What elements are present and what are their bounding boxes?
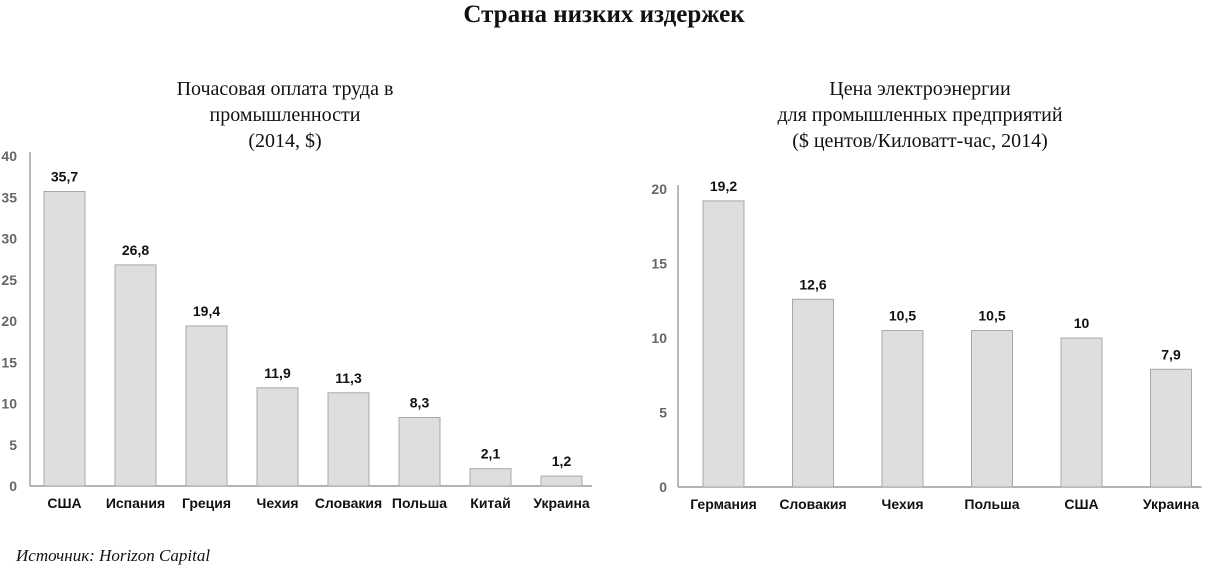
labor-category-label: Китай xyxy=(470,495,510,511)
page-title: Страна низких издержек xyxy=(463,1,745,28)
electricity-category-label: Чехия xyxy=(882,496,924,512)
labor-bar-2 xyxy=(185,325,228,487)
labor-y-tick-label: 30 xyxy=(1,231,17,247)
electricity-bar-1 xyxy=(792,298,834,488)
electricity-y-tick-label: 10 xyxy=(651,330,667,346)
electricity-bar-0 xyxy=(702,200,745,488)
electricity-bar-2 xyxy=(881,330,924,488)
electricity-value-label: 7,9 xyxy=(1161,346,1181,362)
electricity-category-label: США xyxy=(1064,496,1098,512)
labor-value-label: 19,4 xyxy=(193,303,220,319)
chart-title-line: (2014, $) xyxy=(248,130,322,152)
labor-y-tick-label: 35 xyxy=(1,189,17,205)
labor-category-label: Греция xyxy=(182,495,231,511)
electricity-value-label: 10 xyxy=(1074,315,1090,331)
electricity-category-label: Польша xyxy=(964,496,1019,512)
labor-bar-4 xyxy=(327,392,370,487)
labor-y-tick-label: 0 xyxy=(9,478,17,494)
labor-bar-7 xyxy=(540,475,583,487)
chart-title-electricity-price: Цена электроэнергии для промышленных пре… xyxy=(700,76,1140,154)
electricity-value-label: 12,6 xyxy=(799,276,826,292)
chart-title-line: промышленности xyxy=(209,104,361,126)
labor-y-tick-label: 20 xyxy=(1,313,17,329)
electricity-value-label: 19,2 xyxy=(710,178,737,194)
electricity-y-tick-label: 20 xyxy=(651,181,667,197)
chart-title-labor-cost: Почасовая оплата труда в промышленности … xyxy=(110,76,460,154)
electricity-bar-5 xyxy=(1150,368,1192,488)
labor-category-label: Чехия xyxy=(257,495,299,511)
labor-value-label: 2,1 xyxy=(481,446,501,462)
labor-value-label: 11,3 xyxy=(335,370,362,386)
labor-category-label: Словакия xyxy=(315,495,382,511)
electricity-category-label: Словакия xyxy=(779,496,846,512)
labor-value-label: 8,3 xyxy=(410,395,430,411)
labor-value-label: 11,9 xyxy=(264,365,291,381)
labor-bar-5 xyxy=(398,417,441,487)
chart-title-line: Цена электроэнергии xyxy=(829,78,1011,100)
labor-y-tick-label: 40 xyxy=(1,148,17,164)
electricity-y-tick-label: 15 xyxy=(651,256,667,272)
labor-bar-0 xyxy=(43,190,86,487)
labor-y-tick-label: 10 xyxy=(1,396,17,412)
labor-bar-6 xyxy=(469,468,512,487)
labor-category-label: США xyxy=(47,495,81,511)
labor-category-label: Испания xyxy=(106,495,165,511)
electricity-category-label: Украина xyxy=(1143,496,1200,512)
electricity-bar-4 xyxy=(1060,337,1103,488)
source-note: Источник: Horizon Capital xyxy=(16,546,211,565)
labor-y-tick-label: 5 xyxy=(9,437,17,453)
labor-y-tick-label: 25 xyxy=(1,272,17,288)
electricity-y-tick-label: 0 xyxy=(659,479,667,495)
chart-title-line: Почасовая оплата труда в xyxy=(176,78,394,100)
labor-category-label: Украина xyxy=(533,495,590,511)
labor-value-label: 26,8 xyxy=(122,242,149,258)
labor-value-label: 1,2 xyxy=(552,453,572,469)
chart-title-line: ($ центов/Киловатт-час, 2014) xyxy=(792,130,1048,152)
labor-y-tick-label: 15 xyxy=(1,354,17,370)
chart-title-line: для промышленных предприятий xyxy=(777,104,1063,126)
electricity-bar-3 xyxy=(971,330,1013,488)
electricity-value-label: 10,5 xyxy=(978,308,1005,324)
labor-value-label: 35,7 xyxy=(51,168,78,184)
electricity-value-label: 10,5 xyxy=(889,308,916,324)
electricity-category-label: Германия xyxy=(690,496,757,512)
labor-bar-1 xyxy=(114,264,157,487)
labor-category-label: Польша xyxy=(392,495,447,511)
electricity-y-tick-label: 5 xyxy=(659,405,667,421)
labor-bar-3 xyxy=(256,387,299,487)
